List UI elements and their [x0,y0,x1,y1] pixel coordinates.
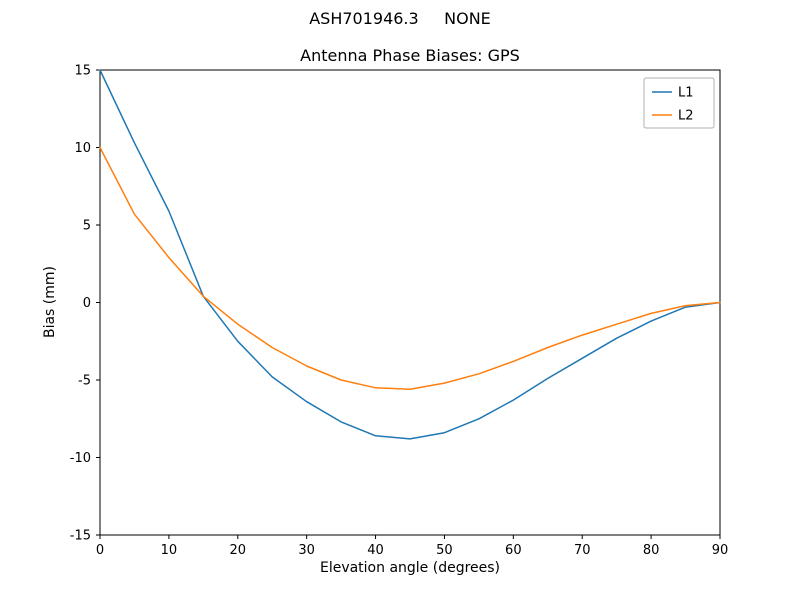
y-tick-label: 5 [83,219,91,234]
x-tick-label: 40 [367,543,384,558]
x-tick-label: 0 [96,543,104,558]
y-tick-label: 0 [83,296,91,311]
x-tick-label: 70 [574,543,591,558]
x-tick-label: 80 [643,543,660,558]
chart-title: Antenna Phase Biases: GPS [300,46,520,65]
plot-border [99,69,721,536]
x-tick-label: 60 [505,543,522,558]
series-line-l1 [99,69,721,440]
x-tick-label: 20 [230,543,247,558]
y-tick-label: -5 [78,374,91,389]
series-line-l2 [99,146,721,391]
x-tick-label: 30 [298,543,315,558]
x-axis-label: Elevation angle (degrees) [319,560,501,576]
x-tick-label: 10 [161,543,178,558]
y-tick-label: 15 [74,64,91,79]
y-tick-label: -15 [70,529,91,544]
figure-suptitle: ASH701946.3 NONE [309,9,491,28]
y-tick-label: 10 [74,141,91,156]
x-tick-label: 90 [712,543,729,558]
legend-label-l2: L2 [678,109,694,124]
x-tick-label: 50 [436,543,453,558]
legend-label-l1: L1 [678,86,694,101]
y-tick-label: -10 [70,451,91,466]
